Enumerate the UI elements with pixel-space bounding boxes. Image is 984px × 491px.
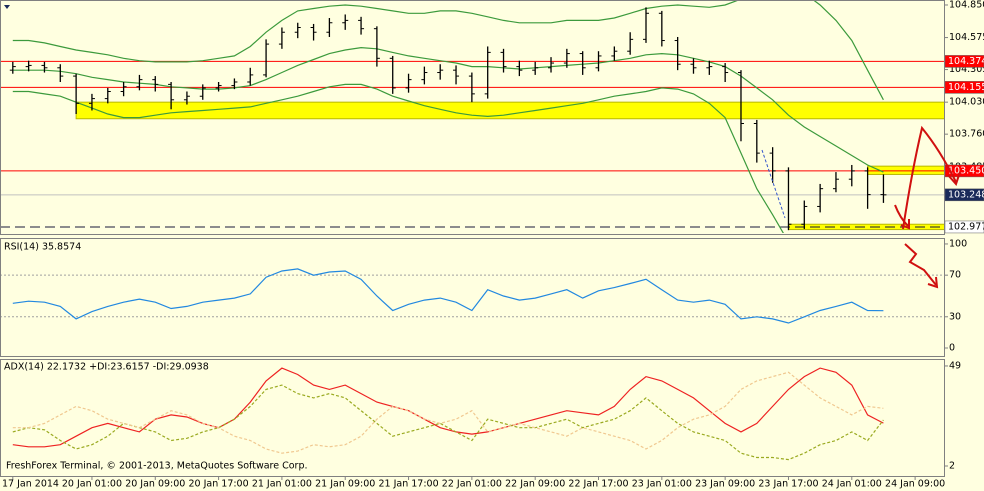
x-tick-label: 21 Jan 09:00 (315, 479, 375, 490)
series-line (12, 371, 884, 454)
y-tick-label: 104.575 (949, 32, 984, 43)
y-tick-label: 30 (949, 311, 961, 322)
rsi-frame (0, 238, 945, 357)
y-tick-label: 104.305 (949, 64, 984, 75)
series-line (12, 83, 784, 233)
panel-title: ADX(14) 22.1732 +DI:23.6157 -DI:29.0938 (4, 362, 209, 373)
x-tick-label: 23 Jan 17:00 (758, 479, 818, 490)
x-tick-label: 24 Jan 09:00 (885, 479, 945, 490)
series-line (12, 367, 884, 448)
x-tick-label: 22 Jan 17:00 (568, 479, 628, 490)
y-tick-label: 70 (949, 270, 961, 281)
y-tick-label: 104.850 (949, 0, 984, 10)
footer: FreshForex Terminal, © 2001-2013, MetaQu… (6, 461, 308, 472)
series-line (12, 268, 884, 324)
x-tick-label: 23 Jan 09:00 (695, 479, 755, 490)
panel (0, 268, 945, 324)
trend-line (761, 149, 786, 219)
frames (0, 0, 945, 477)
x-tick-label: 21 Jan 17:00 (378, 479, 438, 490)
x-tick-label: 23 Jan 01:00 (632, 479, 692, 490)
y-tick-label: 103.760 (949, 129, 984, 140)
arrow-head (927, 276, 939, 289)
series-line (12, 384, 884, 461)
panel-title: RSI(14) 35.8574 (4, 242, 81, 253)
y-tick-label: 100 (949, 238, 967, 249)
x-tick-label: 20 Jan 09:00 (125, 479, 185, 490)
x-tick-label: 21 Jan 01:00 (252, 479, 312, 490)
y-tick-label: 0 (949, 342, 955, 353)
y-tick-label: 104.030 (949, 97, 984, 108)
hand-arrows (894, 125, 961, 289)
price-frame (0, 0, 945, 235)
x-tick-label: 17 Jan 2014 (2, 479, 59, 490)
x-tick-label: 20 Jan 17:00 (189, 479, 249, 490)
y-tick-label: 2 (949, 460, 955, 471)
arrow-head (900, 219, 910, 230)
x-tick-label: 20 Jan 01:00 (62, 479, 122, 490)
panel (12, 367, 884, 461)
arrow-zigzag (904, 243, 937, 286)
menu-arrow (4, 5, 10, 9)
y-tick-label: 49 (949, 360, 961, 371)
arrow-up-down (902, 125, 957, 230)
x-tick-label: 22 Jan 01:00 (442, 479, 502, 490)
adx-frame (0, 359, 945, 477)
x-tick-label: 24 Jan 01:00 (822, 479, 882, 490)
price-label: 103.450 (948, 165, 984, 176)
arrow-head (947, 171, 961, 186)
price-label: 103.248 (948, 189, 984, 200)
price-label: 104.155 (948, 82, 984, 93)
arrow-down (894, 204, 909, 227)
x-tick-label: 22 Jan 09:00 (505, 479, 565, 490)
panel (0, 0, 945, 233)
price-label: 104.374 (948, 56, 984, 67)
price-label: 102.977 (948, 221, 984, 232)
